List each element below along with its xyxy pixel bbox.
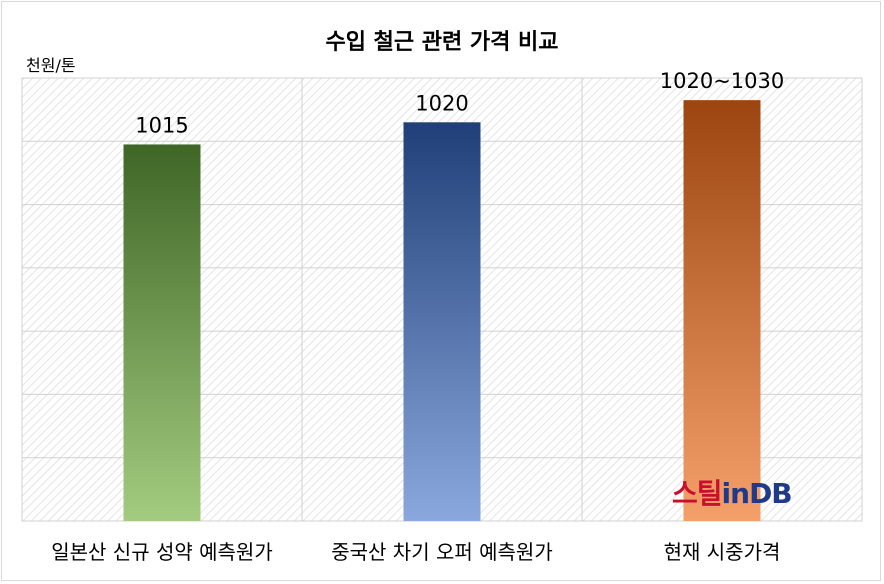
watermark-part1: 스틸 [672, 477, 723, 510]
watermark-part2: inDB [721, 477, 793, 510]
chart-title: 수입 철근 관련 가격 비교 [325, 30, 559, 55]
data-label-1: 1015 [135, 113, 188, 137]
y-axis-unit-label: 천원/톤 [26, 56, 76, 75]
bar-2 [403, 122, 481, 522]
data-label-2: 1020 [415, 91, 468, 115]
x-tick-label-3: 현재 시중가격 [664, 540, 781, 564]
bar-1 [123, 144, 201, 521]
steelindb-watermark: 스틸inDB [672, 472, 793, 512]
bar-3 [683, 100, 761, 522]
x-tick-label-1: 일본산 신규 성약 예측원가 [51, 540, 272, 564]
x-tick-label-2: 중국산 차기 오퍼 예측원가 [331, 540, 552, 564]
data-label-3: 1020~1030 [660, 69, 784, 93]
